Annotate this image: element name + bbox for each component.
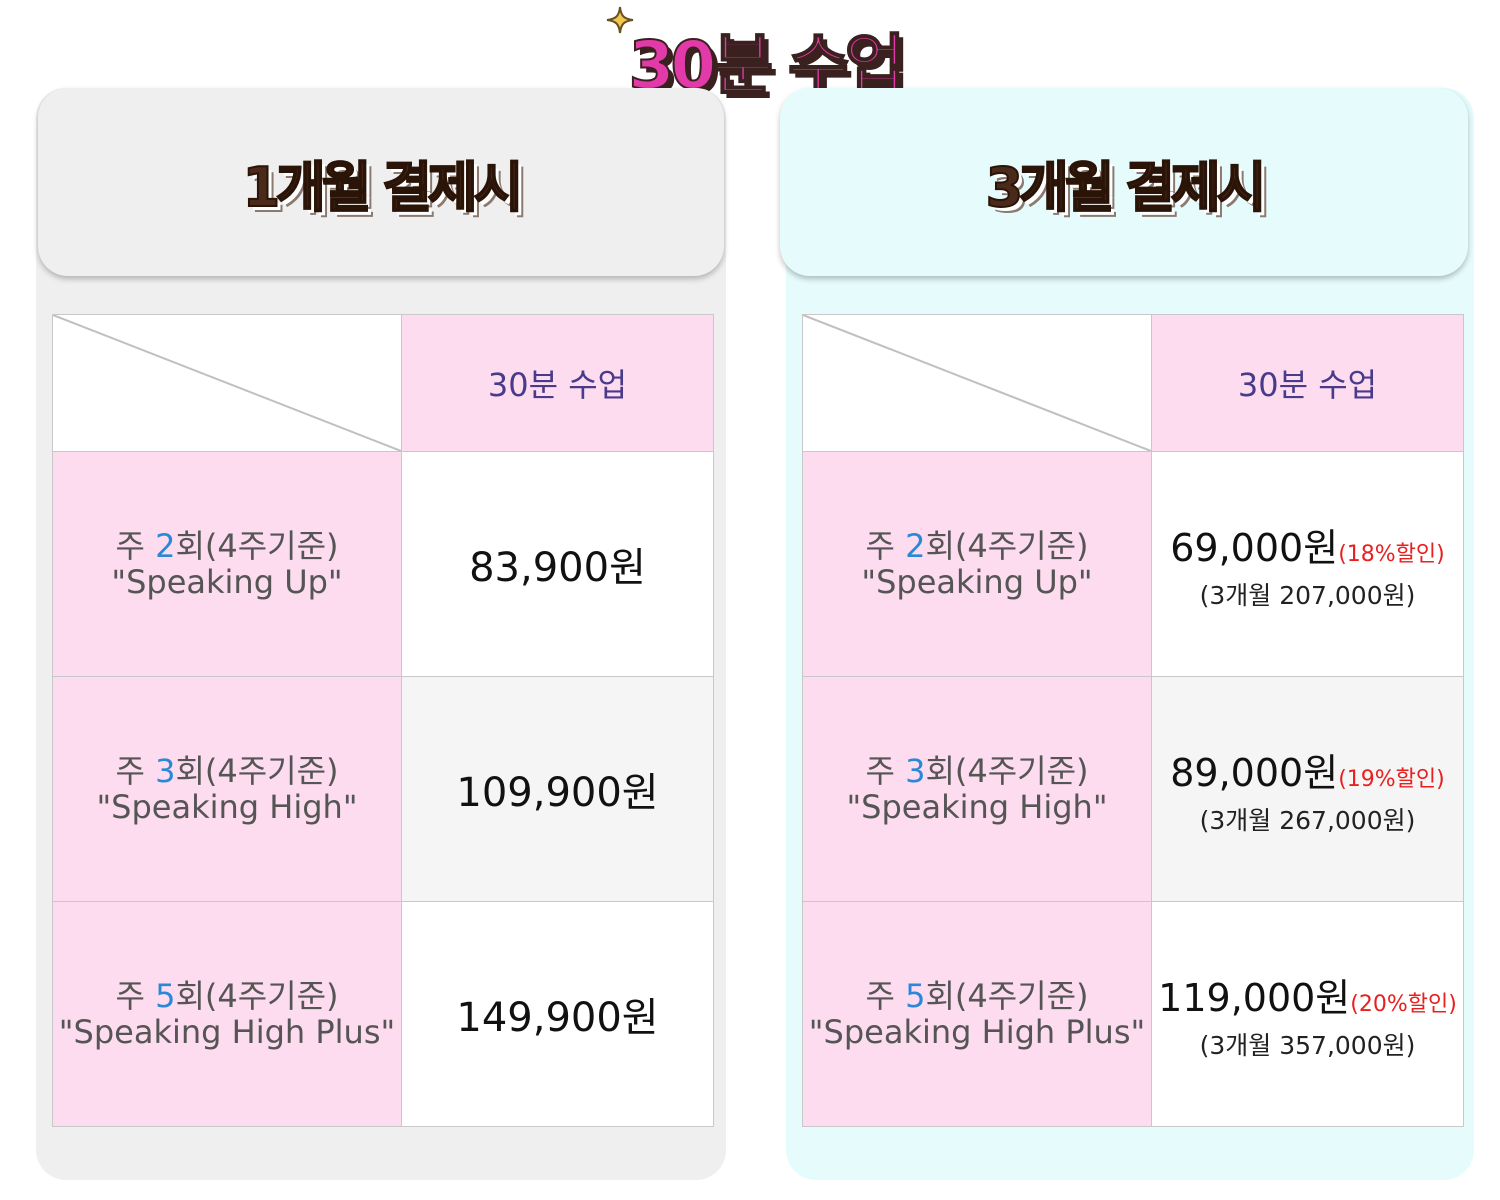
table-row: 주 3회(4주기준) "Speaking High" 89,000원(19%할인… [802, 676, 1464, 902]
plan-name: "Speaking High" [846, 788, 1108, 826]
price-value: 89,000원 [1170, 750, 1339, 795]
freq-suffix: 회(4주기준) [925, 977, 1089, 1015]
sparkle-icon [606, 6, 634, 34]
freq-prefix: 주 [865, 527, 906, 565]
discount-label: (19%할인) [1338, 766, 1445, 792]
freq-count: 5 [155, 977, 176, 1015]
plan-name: "Speaking Up" [861, 563, 1093, 601]
plan-name: "Speaking Up" [111, 563, 343, 601]
price-value: 69,000원 [1170, 525, 1339, 570]
freq-suffix: 회(4주기준) [175, 527, 339, 565]
price-table: 30분 수업 주 2회(4주기준) "Speaking Up" 83,900원 … [52, 314, 714, 1127]
plan-name: "Speaking High Plus" [58, 1013, 396, 1051]
diagonal-divider [803, 315, 1151, 451]
row-header: 주 5회(4주기준) "Speaking High Plus" [802, 901, 1152, 1127]
price-table: 30분 수업 주 2회(4주기준) "Speaking Up" 69,000원(… [802, 314, 1464, 1127]
panel-title: 1개월 결제시 [242, 155, 525, 220]
freq-count: 5 [905, 977, 926, 1015]
panel-header: 1개월 결제시 [38, 88, 724, 276]
price-cell: 109,900원 [401, 676, 714, 902]
freq-prefix: 주 [115, 527, 156, 565]
freq-count: 3 [905, 752, 926, 790]
column-header: 30분 수업 [401, 314, 714, 452]
table-row: 주 5회(4주기준) "Speaking High Plus" 119,000원… [802, 901, 1464, 1127]
freq-prefix: 주 [115, 977, 156, 1015]
corner-cell [52, 314, 402, 452]
freq-suffix: 회(4주기준) [925, 527, 1089, 565]
plan-name: "Speaking High" [96, 788, 358, 826]
diagonal-divider [53, 315, 401, 451]
freq-prefix: 주 [115, 752, 156, 790]
price-cell: 83,900원 [401, 451, 714, 677]
row-header: 주 2회(4주기준) "Speaking Up" [802, 451, 1152, 677]
price-value: 149,900원 [456, 995, 659, 1041]
row-header: 주 3회(4주기준) "Speaking High" [52, 676, 402, 902]
freq-prefix: 주 [865, 977, 906, 1015]
price-value: 109,900원 [456, 770, 659, 816]
row-header: 주 2회(4주기준) "Speaking Up" [52, 451, 402, 677]
table-row: 주 3회(4주기준) "Speaking High" 109,900원 [52, 676, 714, 902]
corner-cell [802, 314, 1152, 452]
table-row: 주 2회(4주기준) "Speaking Up" 69,000원(18%할인) … [802, 451, 1464, 677]
table-row: 주 2회(4주기준) "Speaking Up" 83,900원 [52, 451, 714, 677]
freq-count: 2 [905, 527, 926, 565]
panel-title: 3개월 결제시 [985, 155, 1268, 220]
freq-prefix: 주 [865, 752, 906, 790]
price-cell: 69,000원(18%할인) (3개월 207,000원) [1151, 451, 1464, 677]
total-price: (3개월 207,000원) [1199, 580, 1416, 610]
monthly-panel: 1개월 결제시 30분 수업 주 2회(4주기준) "Speaking Up" … [36, 88, 726, 1180]
panel-header: 3개월 결제시 [780, 88, 1468, 276]
freq-suffix: 회(4주기준) [175, 977, 339, 1015]
freq-count: 2 [155, 527, 176, 565]
price-cell: 89,000원(19%할인) (3개월 267,000원) [1151, 676, 1464, 902]
freq-suffix: 회(4주기준) [925, 752, 1089, 790]
table-row: 주 5회(4주기준) "Speaking High Plus" 149,900원 [52, 901, 714, 1127]
quarterly-panel: 3개월 결제시 30분 수업 주 2회(4주기준) "Speaking Up" … [780, 88, 1474, 1180]
price-cell: 119,000원(20%할인) (3개월 357,000원) [1151, 901, 1464, 1127]
freq-count: 3 [155, 752, 176, 790]
total-price: (3개월 267,000원) [1199, 805, 1416, 835]
price-cell: 149,900원 [401, 901, 714, 1127]
total-price: (3개월 357,000원) [1199, 1030, 1416, 1060]
price-value: 119,000원 [1158, 975, 1351, 1020]
row-header: 주 3회(4주기준) "Speaking High" [802, 676, 1152, 902]
column-header: 30분 수업 [1151, 314, 1464, 452]
discount-label: (20%할인) [1350, 991, 1457, 1017]
discount-label: (18%할인) [1338, 541, 1445, 567]
row-header: 주 5회(4주기준) "Speaking High Plus" [52, 901, 402, 1127]
price-value: 83,900원 [469, 545, 646, 591]
freq-suffix: 회(4주기준) [175, 752, 339, 790]
plan-name: "Speaking High Plus" [808, 1013, 1146, 1051]
